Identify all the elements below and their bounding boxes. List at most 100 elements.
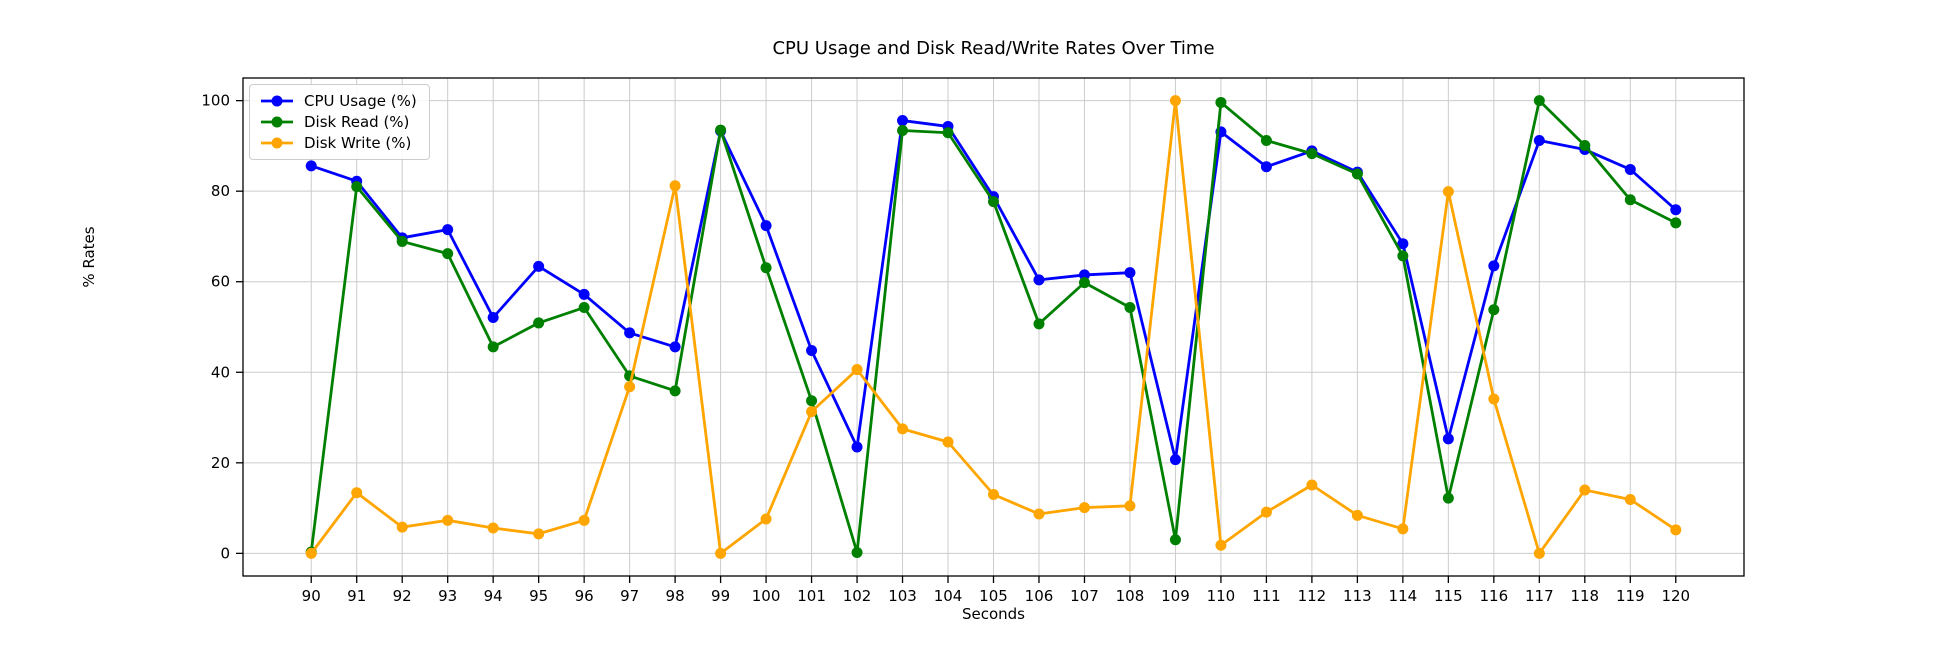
series-marker-disk-read — [897, 125, 909, 137]
series-marker-disk-write — [669, 180, 681, 192]
series-marker-disk-write — [806, 406, 818, 418]
series-marker-cpu-usage — [669, 341, 681, 353]
y-axis-label: % Rates — [80, 226, 98, 288]
line-marker-icon — [261, 137, 293, 149]
series-marker-disk-read — [1397, 250, 1409, 262]
series-marker-disk-read — [1442, 492, 1454, 504]
series-marker-disk-write — [305, 547, 317, 559]
series-marker-disk-write — [442, 514, 454, 526]
x-tick-label: 104 — [934, 587, 963, 605]
x-tick-label: 117 — [1525, 587, 1554, 605]
x-tick-label: 97 — [620, 587, 639, 605]
series-marker-disk-read — [533, 317, 545, 329]
x-tick-label: 93 — [438, 587, 457, 605]
series-marker-disk-write — [1260, 506, 1272, 518]
legend-label: CPU Usage (%) — [304, 92, 417, 110]
x-tick-label: 120 — [1661, 587, 1690, 605]
series-marker-disk-write — [1306, 479, 1318, 491]
x-tick-label: 114 — [1389, 587, 1418, 605]
series-marker-disk-write — [578, 514, 590, 526]
series-marker-cpu-usage — [1442, 433, 1454, 445]
x-tick-label: 113 — [1343, 587, 1372, 605]
series-marker-disk-write — [1397, 523, 1409, 535]
y-tick-label: 0 — [220, 544, 230, 562]
x-tick-label: 110 — [1207, 587, 1236, 605]
series-marker-disk-write — [487, 522, 499, 534]
series-marker-disk-read — [806, 395, 818, 407]
series-marker-disk-write — [760, 513, 772, 525]
series-marker-disk-read — [760, 262, 772, 274]
series-marker-disk-write — [1670, 524, 1682, 536]
series-marker-disk-write — [1579, 484, 1591, 496]
series-marker-disk-read — [1351, 168, 1363, 180]
series-marker-disk-write — [897, 423, 909, 435]
series-marker-disk-read — [1533, 95, 1545, 107]
series-marker-cpu-usage — [1670, 204, 1682, 216]
series-marker-disk-read — [578, 302, 590, 314]
x-tick-label: 105 — [979, 587, 1008, 605]
x-tick-label: 115 — [1434, 587, 1463, 605]
x-tick-label: 101 — [797, 587, 826, 605]
series-marker-disk-write — [624, 381, 636, 393]
x-tick-label: 96 — [575, 587, 594, 605]
series-marker-disk-write — [1078, 502, 1090, 514]
series-marker-disk-write — [942, 436, 954, 448]
x-tick-label: 112 — [1298, 587, 1327, 605]
series-marker-cpu-usage — [1260, 161, 1272, 173]
x-tick-label: 99 — [711, 587, 730, 605]
series-marker-disk-read — [669, 385, 681, 397]
x-tick-label: 92 — [393, 587, 412, 605]
series-marker-cpu-usage — [1533, 134, 1545, 146]
legend-item-disk-read: Disk Read (%) — [259, 113, 417, 131]
x-tick-label: 108 — [1116, 587, 1145, 605]
x-tick-label: 106 — [1025, 587, 1054, 605]
series-marker-disk-read — [1169, 534, 1181, 546]
series-marker-disk-read — [1306, 148, 1318, 160]
series-marker-disk-read — [851, 546, 863, 558]
series-marker-disk-read — [1260, 134, 1272, 146]
series-marker-disk-read — [487, 341, 499, 353]
chart-title: CPU Usage and Disk Read/Write Rates Over… — [772, 38, 1215, 59]
series-marker-disk-read — [715, 124, 727, 136]
y-tick-label: 40 — [211, 363, 230, 381]
x-tick-label: 103 — [888, 587, 917, 605]
x-tick-label: 109 — [1161, 587, 1190, 605]
series-marker-disk-read — [988, 196, 999, 208]
line-marker-icon — [261, 116, 293, 128]
legend-item-cpu-usage: CPU Usage (%) — [259, 92, 417, 110]
line-marker-icon — [261, 95, 293, 107]
x-tick-label: 98 — [666, 587, 685, 605]
series-marker-cpu-usage — [1397, 238, 1409, 250]
plot-border — [242, 77, 1745, 577]
y-tick-label: 60 — [211, 273, 230, 291]
series-marker-cpu-usage — [1033, 274, 1045, 286]
series-marker-disk-write — [1033, 508, 1045, 520]
series-marker-cpu-usage — [1488, 260, 1500, 272]
x-axis-label: Seconds — [961, 605, 1026, 623]
series-marker-cpu-usage — [1124, 267, 1136, 279]
legend-label: Disk Write (%) — [304, 134, 412, 152]
series-marker-disk-read — [1124, 302, 1136, 314]
series-marker-disk-write — [1351, 509, 1363, 521]
x-tick-label: 119 — [1616, 587, 1645, 605]
legend-item-disk-write: Disk Write (%) — [259, 134, 417, 152]
series-marker-disk-read — [1670, 217, 1682, 229]
x-tick-label: 102 — [843, 587, 872, 605]
series-marker-disk-write — [1124, 500, 1136, 512]
x-tick-label: 91 — [347, 587, 366, 605]
series-marker-disk-write — [851, 364, 863, 376]
series-marker-disk-write — [1488, 393, 1500, 405]
series-marker-disk-write — [1624, 493, 1636, 505]
legend-label: Disk Read (%) — [304, 113, 410, 131]
series-marker-cpu-usage — [578, 288, 590, 300]
series-marker-cpu-usage — [487, 311, 499, 323]
x-tick-label: 95 — [529, 587, 548, 605]
series-marker-cpu-usage — [533, 260, 545, 272]
series-marker-cpu-usage — [760, 220, 772, 232]
series-marker-disk-write — [351, 487, 363, 499]
series-marker-disk-write — [1533, 547, 1545, 559]
series-marker-disk-write — [1442, 186, 1454, 198]
series-marker-disk-write — [988, 489, 999, 501]
series-marker-disk-write — [1215, 539, 1227, 551]
